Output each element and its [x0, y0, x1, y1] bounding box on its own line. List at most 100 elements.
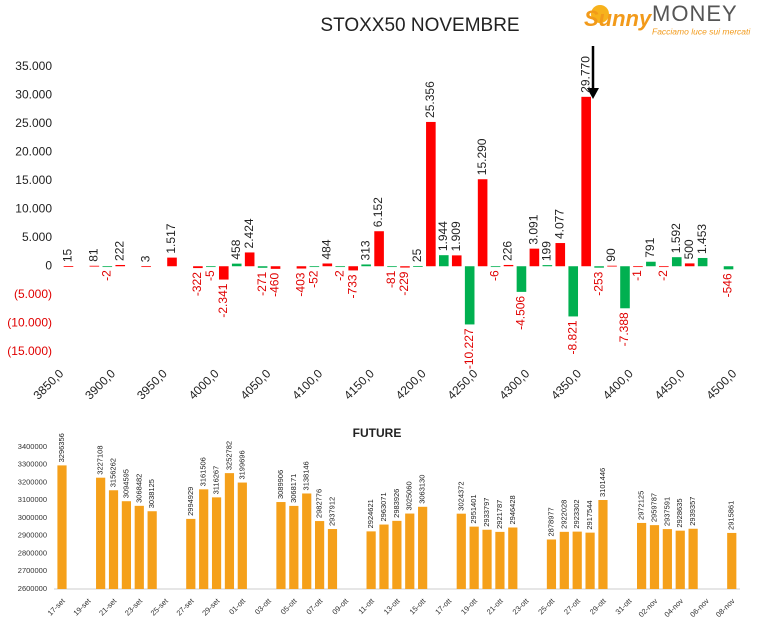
data-label: 1.944 — [436, 221, 450, 251]
data-label: 3156262 — [109, 458, 118, 487]
data-label: 3068482 — [134, 474, 143, 503]
bar — [115, 264, 126, 267]
bar — [637, 522, 647, 589]
data-label: 2946428 — [508, 495, 517, 524]
logo-sun — [591, 5, 609, 23]
bar — [469, 526, 479, 589]
bar — [379, 524, 389, 589]
bar — [529, 248, 540, 267]
data-label: 3089906 — [276, 470, 285, 499]
y-tick-label: 5.000 — [22, 230, 52, 244]
data-label: -229 — [397, 271, 411, 295]
data-label: 3161506 — [199, 457, 208, 486]
data-label: 81 — [87, 248, 101, 262]
bar — [413, 266, 423, 267]
y-tick-label: 2800000 — [18, 548, 47, 557]
bar — [607, 265, 617, 267]
logo-brand: Sunny — [584, 6, 653, 31]
data-label: 458 — [229, 239, 243, 259]
bar — [581, 96, 591, 267]
data-label: -6 — [488, 270, 502, 281]
data-label: 29.770 — [578, 56, 592, 93]
x-tick-label: 3950,0 — [134, 366, 170, 402]
bar — [671, 257, 682, 267]
x-tick-label: 4300,0 — [496, 366, 532, 402]
x-tick-label: 31-ott — [614, 596, 635, 617]
x-tick-label: 21-set — [97, 596, 119, 618]
x-tick-label: 4150,0 — [341, 366, 377, 402]
data-label: 2951401 — [469, 494, 478, 523]
x-tick-label: 4350,0 — [548, 366, 584, 402]
bar — [348, 266, 359, 271]
x-tick-label: 29-set — [200, 596, 222, 618]
bar — [244, 252, 255, 267]
bar — [464, 266, 475, 325]
bar — [585, 532, 595, 589]
x-tick-label: 19-set — [71, 596, 93, 618]
y-tick-label: 3000000 — [18, 513, 47, 522]
x-tick-label: 19-ott — [459, 596, 480, 617]
y-tick-label: 0 — [45, 258, 52, 272]
bar — [167, 257, 177, 267]
x-tick-label: 29-ott — [588, 596, 609, 617]
data-label: 3063130 — [418, 475, 427, 504]
x-tick-label: 23-set — [123, 596, 145, 618]
data-label: -7.388 — [617, 312, 631, 346]
y-tick-label: 20.000 — [15, 145, 52, 159]
bar — [335, 266, 346, 268]
data-label: -2 — [332, 270, 346, 281]
bar — [727, 532, 737, 589]
bar — [102, 266, 113, 268]
x-tick-label: 4100,0 — [289, 366, 325, 402]
bar — [456, 513, 466, 589]
bar — [426, 121, 436, 267]
data-label: 500 — [682, 239, 696, 259]
data-label: 3094595 — [121, 469, 130, 498]
x-tick-label: 08-nov — [714, 596, 737, 619]
bar — [141, 266, 151, 268]
x-tick-label: 21-ott — [485, 596, 506, 617]
data-label: 226 — [501, 241, 515, 261]
x-tick-label: 02-nov — [637, 596, 660, 619]
data-label: -2 — [99, 270, 113, 281]
bar — [322, 263, 333, 267]
bar — [302, 493, 312, 589]
x-tick-label: 03-ott — [253, 596, 274, 617]
bar — [546, 539, 557, 589]
y-tick-label: 2600000 — [18, 584, 47, 593]
bar — [289, 505, 299, 589]
bar — [559, 531, 569, 589]
data-label: 2982776 — [315, 489, 324, 518]
x-tick-label: 05-ott — [279, 596, 300, 617]
data-label: 484 — [319, 239, 333, 259]
data-label: 3199696 — [237, 450, 246, 479]
data-label: 3024372 — [456, 481, 465, 510]
y-tick-label: 25.000 — [15, 116, 52, 130]
bar — [199, 489, 209, 589]
bar — [555, 243, 566, 267]
data-label: -52 — [307, 270, 321, 288]
data-label: -460 — [268, 273, 282, 297]
data-label: 2928635 — [675, 498, 684, 527]
data-label: 3038125 — [147, 479, 156, 508]
bar — [688, 528, 698, 589]
data-label: 1.592 — [669, 223, 683, 253]
bar — [633, 266, 643, 268]
x-tick-label: 4400,0 — [600, 366, 636, 402]
x-tick-label: 07-ott — [304, 596, 325, 617]
x-tick-label: 27-ott — [562, 596, 583, 617]
bar — [542, 265, 553, 267]
x-tick-label: 4000,0 — [186, 366, 222, 402]
y-tick-label: (10.000) — [7, 315, 52, 329]
data-label: 3025060 — [405, 481, 414, 510]
data-label: -403 — [294, 272, 308, 296]
x-tick-label: 4450,0 — [652, 366, 688, 402]
data-label: 2924621 — [366, 499, 375, 528]
data-label: 6.152 — [371, 197, 385, 227]
x-tick-label: 4250,0 — [445, 366, 481, 402]
bar — [418, 506, 428, 589]
data-label: -4.506 — [514, 296, 528, 330]
bar — [374, 231, 384, 267]
